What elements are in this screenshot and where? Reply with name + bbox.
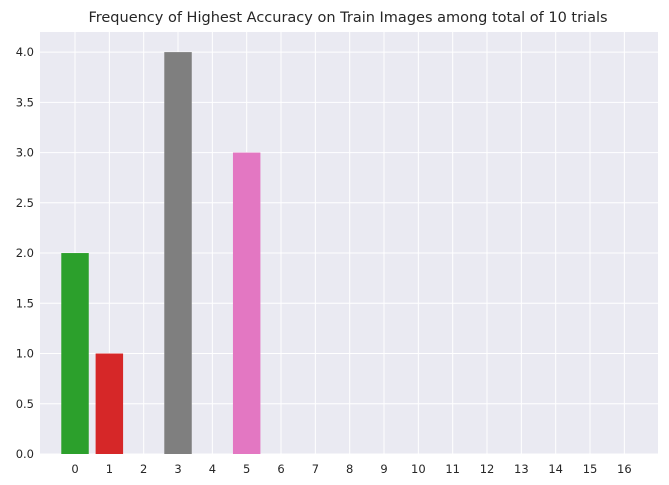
x-tick-label: 8	[346, 462, 353, 476]
y-tick-label: 2.0	[16, 246, 34, 260]
x-tick-label: 11	[445, 462, 460, 476]
y-tick-label: 3.0	[16, 146, 34, 160]
y-tick-label: 4.0	[16, 45, 34, 59]
y-tick-label: 2.5	[16, 196, 34, 210]
x-axis-ticks: 0 1 2 3 4 5 6 7 8 9 10 11 12 13 14 15 16	[71, 462, 631, 476]
bar-5	[232, 152, 261, 455]
bar-3	[164, 52, 192, 454]
bar-1	[95, 353, 124, 454]
y-tick-label: 1.5	[16, 296, 34, 310]
y-axis-ticks: 0.0 0.5 1.0 1.5 2.0 2.5 3.0 3.5 4.0	[16, 45, 34, 461]
x-tick-label: 16	[617, 462, 632, 476]
x-tick-label: 2	[140, 462, 147, 476]
x-tick-label: 6	[277, 462, 284, 476]
x-tick-label: 1	[106, 462, 113, 476]
x-tick-label: 15	[583, 462, 598, 476]
plot-area	[40, 32, 658, 454]
x-tick-label: 4	[209, 462, 216, 476]
x-tick-label: 5	[243, 462, 250, 476]
x-tick-label: 14	[548, 462, 563, 476]
y-tick-label: 0.0	[16, 447, 34, 461]
x-tick-label: 0	[71, 462, 78, 476]
x-tick-label: 7	[312, 462, 319, 476]
x-tick-label: 3	[174, 462, 181, 476]
bars	[61, 52, 261, 455]
bar-0	[61, 253, 89, 454]
x-tick-label: 12	[480, 462, 495, 476]
x-tick-label: 9	[380, 462, 387, 476]
y-tick-label: 3.5	[16, 95, 34, 109]
chart-title: Frequency of Highest Accuracy on Train I…	[88, 10, 607, 26]
x-tick-label: 13	[514, 462, 529, 476]
y-tick-label: 0.5	[16, 397, 34, 411]
y-tick-label: 1.0	[16, 347, 34, 361]
x-tick-label: 10	[411, 462, 426, 476]
